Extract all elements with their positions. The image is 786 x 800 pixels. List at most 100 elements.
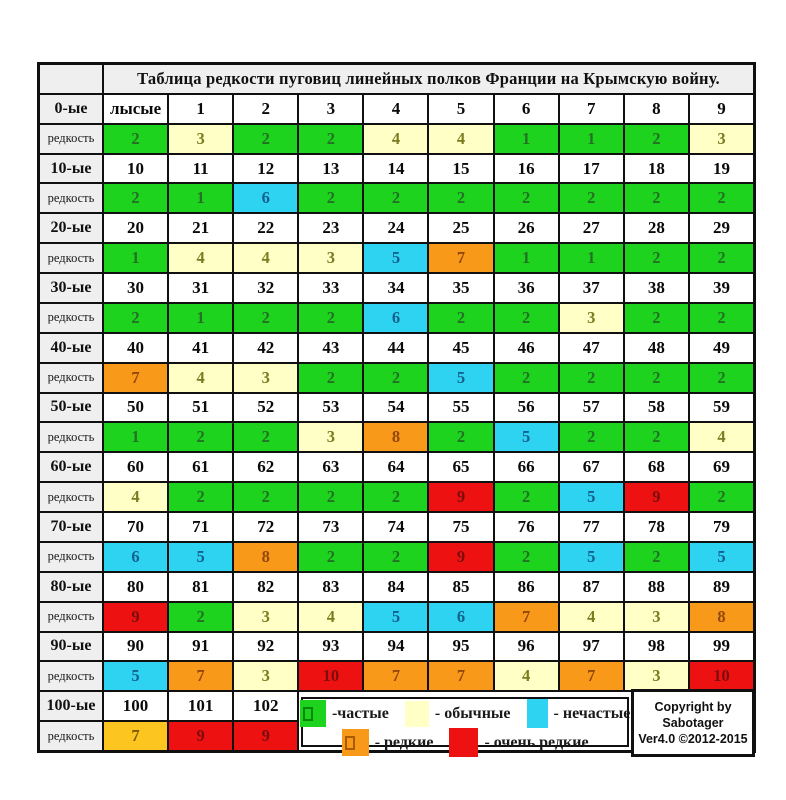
rarity-value-cell: 2 xyxy=(689,483,753,512)
legend-item: -частые xyxy=(299,700,389,728)
rarity-value-cell: 2 xyxy=(364,184,428,213)
button-number-cell: 16 xyxy=(494,154,558,183)
button-number-cell: 10 xyxy=(104,154,168,183)
button-number-cell: 71 xyxy=(169,513,233,541)
rarity-value-cell: 4 xyxy=(559,602,623,631)
rarity-value-cell: 1 xyxy=(559,244,623,273)
rarity-value-cell: 10 xyxy=(299,662,363,691)
rarity-value-cell: 2 xyxy=(624,423,688,452)
rarity-value-cell: 1 xyxy=(494,124,558,153)
button-number-cell: 73 xyxy=(299,513,363,541)
rarity-value-cell: 2 xyxy=(689,184,753,213)
button-number-cell: 40 xyxy=(104,333,168,362)
button-number-cell: 74 xyxy=(364,513,428,541)
button-number-cell: 12 xyxy=(234,154,298,183)
rarity-value-cell: 4 xyxy=(299,602,363,631)
button-number-cell: 14 xyxy=(364,154,428,183)
decade-label: 80-ые xyxy=(40,572,102,601)
rarity-value-cell: 2 xyxy=(234,423,298,452)
legend-color-swatch-icon xyxy=(449,728,479,758)
rarity-value-cell: 1 xyxy=(104,244,168,273)
rarity-value-cell: 4 xyxy=(169,363,233,392)
button-number-cell: 31 xyxy=(169,274,233,302)
button-number-cell: 54 xyxy=(364,393,428,422)
rarity-value-cell: 4 xyxy=(689,423,753,452)
rarity-value-cell: 2 xyxy=(429,184,493,213)
rarity-value-cell: 5 xyxy=(104,662,168,691)
button-number-cell: 94 xyxy=(364,632,428,661)
button-number-cell: 62 xyxy=(234,453,298,482)
button-number-cell: 50 xyxy=(104,393,168,422)
button-number-cell: 7 xyxy=(559,94,623,123)
rarity-value-cell: 5 xyxy=(364,244,428,273)
legend-label: - редкие xyxy=(374,733,434,751)
rarity-value-cell: 6 xyxy=(429,602,493,631)
rarity-value-cell: 3 xyxy=(624,602,688,631)
legend-label: - обычные xyxy=(434,704,511,722)
button-number-cell: 52 xyxy=(234,393,298,422)
button-number-cell: 75 xyxy=(429,513,493,541)
legend: -частые - обычные - нечастые - редкие - оче… xyxy=(299,697,630,758)
button-number-cell: 89 xyxy=(689,572,753,601)
rarity-value-cell: 3 xyxy=(169,124,233,153)
decade-label: 10-ые xyxy=(40,154,102,183)
button-number-cell: 33 xyxy=(299,274,363,302)
rarity-value-cell: 2 xyxy=(429,423,493,452)
button-number-cell: 66 xyxy=(494,453,558,482)
rarity-value-cell: 2 xyxy=(494,303,558,332)
button-number-cell: 88 xyxy=(624,572,688,601)
rarity-value-cell: 2 xyxy=(234,124,298,153)
rarity-value-cell: 2 xyxy=(299,483,363,512)
decade-label: 70-ые xyxy=(40,513,102,541)
copyright-line-1: Copyright by xyxy=(654,699,732,714)
rarity-value-cell: 2 xyxy=(624,124,688,153)
button-number-cell: 65 xyxy=(429,453,493,482)
button-number-cell: 80 xyxy=(104,572,168,601)
button-number-cell: 79 xyxy=(689,513,753,541)
button-number-cell: 77 xyxy=(559,513,623,541)
button-number-cell: 57 xyxy=(559,393,623,422)
button-number-cell: 102 xyxy=(234,692,298,721)
button-number-cell: 43 xyxy=(299,333,363,362)
rarity-value-cell: 5 xyxy=(169,542,233,571)
rarity-row-label: редкость xyxy=(40,722,102,750)
rarity-value-cell: 2 xyxy=(364,363,428,392)
rarity-value-cell: 2 xyxy=(104,124,168,153)
rarity-value-cell: 2 xyxy=(364,542,428,571)
button-number-cell: 44 xyxy=(364,333,428,362)
legend-row-top: -частые - обычные - нечастые xyxy=(299,699,630,729)
decade-label: 40-ые xyxy=(40,333,102,362)
legend-item: - нечастые xyxy=(526,699,631,729)
button-number-cell: 86 xyxy=(494,572,558,601)
rarity-value-cell: 2 xyxy=(624,303,688,332)
button-number-cell: 41 xyxy=(169,333,233,362)
rarity-value-cell: 2 xyxy=(299,124,363,153)
button-number-cell: 42 xyxy=(234,333,298,362)
rarity-value-cell: 1 xyxy=(494,244,558,273)
rarity-value-cell: 8 xyxy=(689,602,753,631)
rarity-value-cell: 2 xyxy=(364,483,428,512)
corner-cell xyxy=(40,65,102,93)
button-number-cell: 96 xyxy=(494,632,558,661)
button-number-cell: 36 xyxy=(494,274,558,302)
legend-item: - редкие xyxy=(341,729,434,757)
button-number-cell: 51 xyxy=(169,393,233,422)
button-number-cell: 18 xyxy=(624,154,688,183)
rarity-value-cell: 4 xyxy=(104,483,168,512)
legend-area: -частые - обычные - нечастые - редкие - оче… xyxy=(299,689,755,758)
rarity-table: Таблица редкости пуговиц линейных полков… xyxy=(37,62,756,758)
legend-item: - очень редкие xyxy=(449,728,589,758)
button-number-cell: 76 xyxy=(494,513,558,541)
rarity-value-cell: 7 xyxy=(429,244,493,273)
button-number-cell: 61 xyxy=(169,453,233,482)
rarity-value-cell: 1 xyxy=(169,184,233,213)
legend-label: - нечастые xyxy=(553,704,631,722)
copyright-line-2: Sabotager xyxy=(662,716,724,730)
decade-label: 90-ые xyxy=(40,632,102,661)
rarity-value-cell: 2 xyxy=(559,184,623,213)
button-number-cell: 28 xyxy=(624,214,688,243)
rarity-value-cell: 8 xyxy=(234,542,298,571)
button-number-cell: 39 xyxy=(689,274,753,302)
rarity-value-cell: 9 xyxy=(169,722,233,750)
